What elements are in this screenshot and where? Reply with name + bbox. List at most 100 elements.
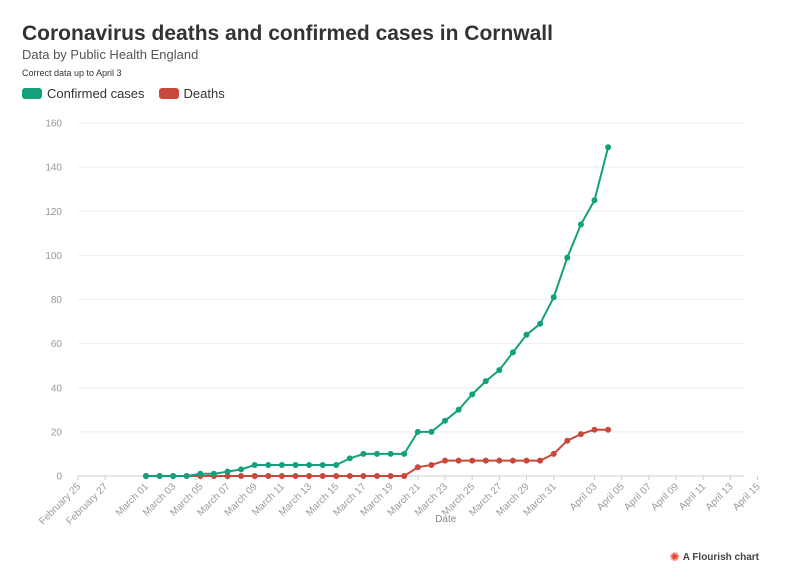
data-point[interactable] [401, 473, 408, 479]
flourish-logo-icon: ✺ [669, 550, 680, 564]
data-point[interactable] [428, 428, 435, 435]
y-tick-label: 160 [45, 119, 62, 130]
y-tick-label: 60 [51, 339, 63, 350]
data-point[interactable] [278, 473, 285, 479]
data-point[interactable] [523, 457, 530, 464]
data-point[interactable] [292, 473, 299, 479]
data-point[interactable] [346, 473, 353, 479]
data-point[interactable] [374, 473, 380, 479]
data-point[interactable] [387, 473, 394, 479]
credit-text: A Flourish chart [682, 551, 759, 563]
series-layer [143, 144, 612, 479]
data-point[interactable] [251, 462, 258, 468]
data-point[interactable] [523, 331, 530, 338]
data-point[interactable] [238, 466, 245, 473]
data-point[interactable] [183, 473, 190, 479]
data-point[interactable] [306, 473, 313, 479]
data-point[interactable] [577, 221, 584, 228]
data-point[interactable] [428, 462, 435, 468]
grid-layer [78, 122, 744, 477]
data-point[interactable] [401, 450, 408, 457]
chart-note: Correct data up to April 3 [22, 68, 122, 78]
x-tick-label: April 05 [595, 481, 627, 513]
series-confirmed-cases [143, 144, 612, 479]
legend: Confirmed cases Deaths [22, 86, 239, 101]
y-tick-label: 100 [45, 251, 62, 262]
data-point[interactable] [278, 462, 285, 468]
x-tick-label: April 03 [568, 481, 600, 513]
legend-swatch-confirmed [22, 88, 42, 99]
y-tick-label: 120 [45, 207, 62, 218]
data-point[interactable] [537, 457, 544, 464]
data-point[interactable] [550, 450, 557, 457]
y-tick-label: 80 [51, 295, 63, 306]
data-point[interactable] [143, 473, 149, 479]
data-point[interactable] [333, 462, 340, 468]
data-point[interactable] [482, 457, 489, 464]
data-point[interactable] [469, 391, 476, 398]
x-tick-label: April 09 [649, 481, 681, 513]
y-tick-label: 40 [51, 383, 63, 394]
data-point[interactable] [509, 349, 516, 356]
y-tick-label: 20 [51, 427, 63, 438]
data-point[interactable] [265, 462, 272, 468]
legend-item-deaths[interactable]: Deaths [158, 86, 225, 101]
data-point[interactable] [509, 457, 516, 464]
data-point[interactable] [605, 426, 612, 433]
chart-subtitle: Data by Public Health England [22, 47, 199, 62]
chart-title: Coronavirus deaths and confirmed cases i… [22, 22, 553, 45]
data-point[interactable] [605, 144, 612, 151]
legend-item-confirmed[interactable]: Confirmed cases [22, 86, 145, 101]
data-point[interactable] [374, 450, 380, 457]
data-point[interactable] [442, 417, 448, 424]
flourish-credit[interactable]: ✺ A Flourish chart [670, 550, 759, 564]
data-point[interactable] [577, 431, 584, 438]
data-point[interactable] [469, 457, 476, 464]
legend-swatch-deaths [158, 88, 179, 99]
legend-label-confirmed: Confirmed cases [47, 86, 145, 101]
data-point[interactable] [210, 470, 217, 477]
data-point[interactable] [414, 428, 421, 435]
data-point[interactable] [197, 470, 204, 477]
data-point[interactable] [564, 437, 571, 444]
y-axis: 0 20 40 60 80 100 120 140 160 [45, 119, 62, 483]
data-point[interactable] [224, 468, 231, 475]
data-point[interactable] [360, 450, 367, 457]
legend-label-deaths: Deaths [183, 86, 225, 101]
data-point[interactable] [224, 473, 231, 479]
data-point[interactable] [319, 462, 326, 468]
data-point[interactable] [496, 457, 503, 464]
data-point[interactable] [414, 464, 421, 471]
data-point[interactable] [455, 457, 462, 464]
x-tick-label: April 11 [677, 481, 709, 513]
data-point[interactable] [306, 462, 313, 468]
data-point[interactable] [537, 320, 544, 327]
data-point[interactable] [346, 455, 353, 462]
data-point[interactable] [496, 367, 503, 374]
data-point[interactable] [442, 457, 448, 464]
data-point[interactable] [564, 254, 571, 261]
data-point[interactable] [550, 294, 557, 301]
data-point[interactable] [591, 197, 598, 204]
data-point[interactable] [265, 473, 272, 479]
data-point[interactable] [360, 473, 367, 479]
data-point[interactable] [238, 473, 245, 479]
y-tick-label: 140 [45, 163, 62, 174]
x-axis-title: Date [435, 514, 457, 525]
data-point[interactable] [387, 450, 394, 457]
data-point[interactable] [292, 462, 299, 468]
x-tick-label: April 15 [731, 481, 763, 513]
y-tick-label: 0 [56, 472, 62, 483]
data-point[interactable] [482, 378, 489, 385]
data-point[interactable] [251, 473, 258, 479]
series-line [146, 147, 610, 477]
data-point[interactable] [333, 473, 340, 479]
data-point[interactable] [591, 426, 598, 433]
data-point[interactable] [319, 473, 326, 479]
x-tick-label: April 07 [622, 481, 654, 513]
data-point[interactable] [170, 473, 177, 479]
data-point[interactable] [156, 473, 163, 479]
data-point[interactable] [455, 406, 462, 413]
